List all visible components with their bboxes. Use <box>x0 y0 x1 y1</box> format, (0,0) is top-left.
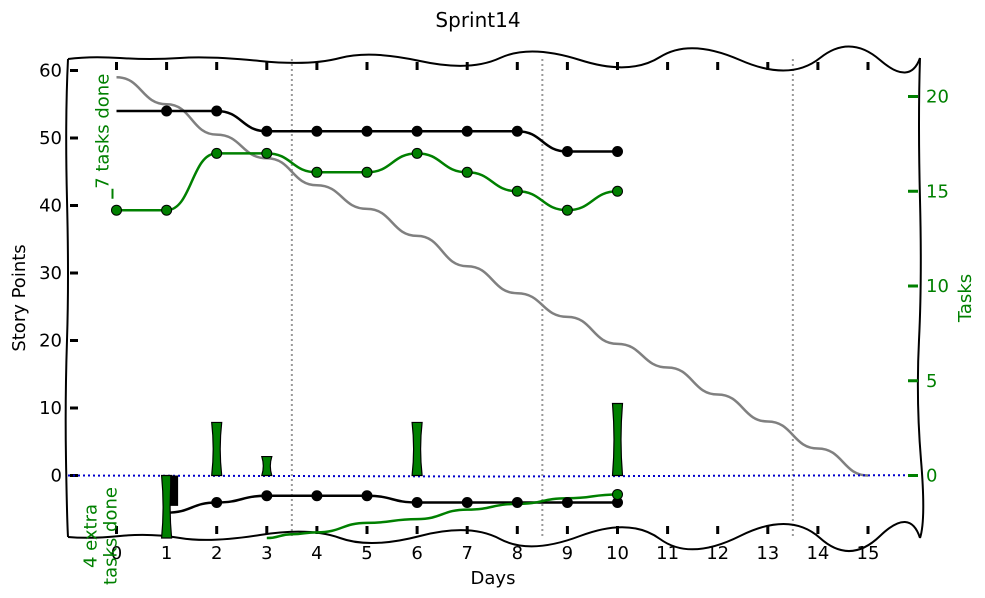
task-bar <box>260 455 273 477</box>
point-story-points <box>261 125 273 137</box>
y2-tick-label: 0 <box>926 466 937 487</box>
x-tick-label: 8 <box>512 543 523 564</box>
x-tick-label: 4 <box>311 543 322 564</box>
point-tasks <box>612 185 623 197</box>
point-extra-tasks <box>612 488 623 500</box>
point-tasks <box>561 204 573 216</box>
task-bar <box>211 421 223 477</box>
x-tick-label: 14 <box>806 543 829 564</box>
story-point-bar <box>170 475 179 506</box>
annotation-line: 4 extra <box>81 504 102 568</box>
y-tick-label: 50 <box>39 128 62 149</box>
point-tasks <box>211 147 223 159</box>
task-bar <box>611 402 624 477</box>
right-y-axis: 0 5 10 15 20 <box>908 87 949 487</box>
y2-tick-label: 10 <box>926 276 949 297</box>
y-tick-label: 0 <box>51 466 62 487</box>
annotation-extra-tasks-done: 4 extratasks done <box>81 487 122 585</box>
point-story-points <box>612 146 623 157</box>
y2-tick-label: 15 <box>926 181 949 202</box>
point-extra-story-points <box>261 490 273 502</box>
x-tick-label: 13 <box>756 543 779 564</box>
point-tasks <box>311 166 323 178</box>
point-extra-story-points <box>211 497 223 508</box>
point-extra-story-points <box>561 497 573 508</box>
series-extra-tasks <box>266 493 618 540</box>
point-story-points <box>511 125 523 137</box>
x-axis-label: Days <box>471 568 516 589</box>
series-zero-line <box>67 474 907 478</box>
plot-frame-bottom <box>67 521 921 552</box>
y2-tick-label: 20 <box>926 87 949 108</box>
point-tasks <box>361 166 373 178</box>
series-tasks <box>116 152 618 212</box>
x-tick-label: 0 <box>111 543 122 564</box>
point-story-points <box>211 105 223 117</box>
x-tick-label: 3 <box>261 543 272 564</box>
point-story-points <box>461 125 473 137</box>
series-extra-story-points <box>166 494 618 514</box>
x-tick-label: 5 <box>361 543 372 564</box>
point-story-points <box>561 146 573 157</box>
point-story-points <box>411 125 423 137</box>
y2-tick-label: 5 <box>926 371 937 392</box>
x-tick-label: 2 <box>211 543 222 564</box>
annotation-tasks-done: 7 tasks done <box>93 74 114 189</box>
x-tick-label: 1 <box>161 543 172 564</box>
y-tick-label: 10 <box>39 398 62 419</box>
x-tick-label: 7 <box>461 543 472 564</box>
annotation-line: tasks done <box>101 487 122 585</box>
y-tick-label: 60 <box>39 61 62 82</box>
y-tick-label: 40 <box>39 196 62 217</box>
x-tick-label: 10 <box>606 543 629 564</box>
point-story-points <box>161 105 173 117</box>
y-tick-label: 20 <box>39 331 62 352</box>
y-axis-label: Story Points <box>9 244 30 351</box>
x-tick-label: 11 <box>656 543 679 564</box>
point-tasks <box>411 147 423 159</box>
point-extra-story-points <box>361 490 373 502</box>
x-tick-label: 6 <box>411 543 422 564</box>
point-tasks <box>511 185 523 197</box>
point-story-points <box>361 125 373 137</box>
plot-frame-right <box>916 57 925 539</box>
point-tasks <box>461 166 473 178</box>
left-y-axis: 0 10 20 30 40 50 60 <box>39 61 78 487</box>
point-tasks <box>161 204 173 216</box>
point-tasks <box>111 204 122 216</box>
point-tasks <box>261 147 273 159</box>
series-ideal <box>116 76 869 477</box>
point-extra-story-points <box>411 497 423 508</box>
x-tick-label: 9 <box>562 543 573 564</box>
annotations: 7 tasks done 4 extratasks done <box>81 74 122 585</box>
x-tick-label: 15 <box>857 543 880 564</box>
task-bar <box>411 421 423 477</box>
y-tick-label: 30 <box>39 263 62 284</box>
task-bar <box>160 474 173 539</box>
point-extra-story-points <box>311 490 323 502</box>
point-story-points <box>311 125 323 137</box>
point-extra-story-points <box>461 497 473 508</box>
y2-axis-label: Tasks <box>955 274 976 323</box>
series-layer <box>67 76 907 540</box>
chart-title: Sprint14 <box>435 8 520 32</box>
plot-frame-left <box>64 58 69 538</box>
points-layer <box>111 105 623 508</box>
point-extra-story-points <box>511 497 523 508</box>
plot-frame-top <box>67 45 921 74</box>
x-tick-label: 12 <box>706 543 729 564</box>
bars-layer <box>160 402 624 539</box>
x-axis: 0 1 2 3 4 5 6 7 8 9 10 11 12 13 14 15 <box>111 62 880 564</box>
